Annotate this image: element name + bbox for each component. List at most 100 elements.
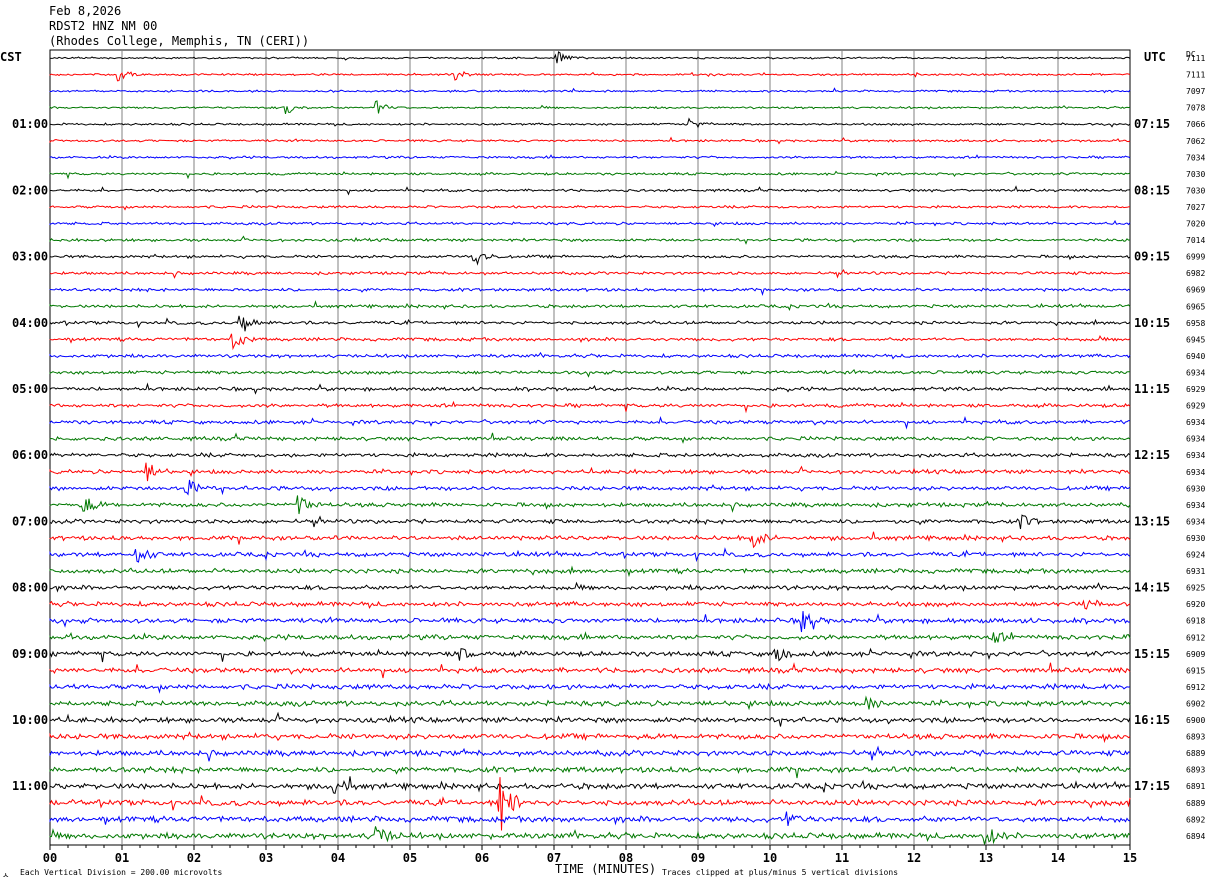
trace-39 [49, 695, 1131, 711]
dc-offset-label: 6924 [1186, 551, 1205, 560]
left-hour-label: 06:00 [12, 448, 48, 462]
x-tick-label: 15 [1123, 851, 1137, 865]
header-location: (Rhodes College, Memphis, TN (CERI)) [49, 34, 310, 48]
x-tick-label: 14 [1051, 851, 1065, 865]
trace-46 [49, 811, 1131, 826]
trace-35 [49, 631, 1131, 643]
right-hour-label: 08:15 [1134, 183, 1170, 197]
dc-offset-label: 7014 [1186, 236, 1205, 245]
trace-12 [49, 253, 1131, 266]
scale-note: Each Vertical Division = 200.00 microvol… [20, 868, 223, 877]
left-hour-label: 03:00 [12, 250, 48, 264]
trace-33 [49, 599, 1131, 610]
trace-36 [49, 647, 1131, 663]
trace-38 [49, 682, 1131, 694]
right-hour-label: 16:15 [1134, 713, 1170, 727]
left-hour-label: 08:00 [12, 581, 48, 595]
x-axis-title: TIME (MINUTES) [555, 862, 657, 876]
trace-3 [49, 100, 1131, 115]
x-tick-label: 12 [907, 851, 921, 865]
left-hour-label: 11:00 [12, 779, 48, 793]
trace-40 [49, 711, 1131, 727]
dc-offset-label: 6915 [1186, 666, 1205, 675]
dc-offset-label: 6934 [1186, 501, 1205, 510]
dc-offset-label: 6958 [1186, 319, 1205, 328]
dc-offset-label: 6889 [1186, 749, 1205, 758]
dc-offset-label: 7034 [1186, 153, 1205, 162]
dc-offset-label: 6940 [1186, 352, 1205, 361]
dc-offset-label: 6909 [1186, 650, 1205, 659]
trace-47 [49, 826, 1131, 845]
trace-7 [49, 170, 1131, 180]
trace-9 [49, 204, 1131, 211]
right-hour-label: 09:15 [1134, 250, 1170, 264]
trace-30 [49, 547, 1131, 563]
trace-28 [49, 514, 1131, 530]
dc-offset-label: 6929 [1186, 402, 1205, 411]
x-tick-label: 06 [475, 851, 489, 865]
clip-note: Traces clipped at plus/minus 5 vertical … [662, 868, 899, 877]
trace-22 [49, 415, 1131, 430]
plot-frame [49, 49, 1131, 846]
right-timezone-label: UTC [1144, 50, 1166, 64]
dc-offset-label: 6892 [1186, 815, 1205, 824]
trace-19 [49, 369, 1130, 378]
left-timezone-label: CST [0, 50, 22, 64]
right-hour-label: 07:15 [1134, 117, 1170, 131]
trace-8 [49, 185, 1131, 196]
dc-offset-label: 6934 [1186, 435, 1205, 444]
trace-23 [49, 432, 1131, 444]
dc-offset-label: 6934 [1186, 517, 1205, 526]
right-hour-label: 12:15 [1134, 448, 1170, 462]
dc-label: DC [1186, 50, 1196, 59]
x-tick-label: 04 [331, 851, 345, 865]
trace-44 [49, 776, 1131, 794]
x-tick-label: 07 [547, 851, 561, 865]
trace-18 [49, 351, 1131, 360]
x-tick-label: 10 [763, 851, 777, 865]
trace-34 [49, 611, 1131, 633]
right-hour-label: 13:15 [1134, 514, 1170, 528]
trace-27 [49, 495, 1131, 515]
dc-offset-label: 6900 [1186, 716, 1205, 725]
dc-offset-label: 6929 [1186, 385, 1205, 394]
trace-13 [49, 268, 1131, 279]
trace-21 [49, 400, 1131, 414]
dc-offset-label: 6912 [1186, 633, 1205, 642]
x-tick-label: 11 [835, 851, 849, 865]
trace-26 [49, 479, 1131, 496]
dc-offset-label: 6925 [1186, 584, 1205, 593]
right-hour-label: 15:15 [1134, 647, 1170, 661]
trace-37 [49, 662, 1131, 679]
right-hour-label: 17:15 [1134, 779, 1170, 793]
left-hour-label: 04:00 [12, 316, 48, 330]
x-tick-label: 13 [979, 851, 993, 865]
trace-43 [49, 765, 1131, 779]
dc-offset-label: 6891 [1186, 782, 1205, 791]
dc-offset-label: 6930 [1186, 484, 1205, 493]
dc-offset-label: 7020 [1186, 220, 1205, 229]
trace-25 [49, 462, 1131, 482]
trace-20 [49, 382, 1131, 395]
trace-11 [49, 235, 1131, 245]
dc-offset-label: 6893 [1186, 733, 1205, 742]
trace-32 [49, 581, 1131, 593]
x-tick-label: 02 [187, 851, 201, 865]
trace-42 [49, 745, 1131, 762]
corner-mark: ㅅ [2, 871, 10, 880]
dc-offset-label: 6934 [1186, 468, 1205, 477]
left-hour-label: 05:00 [12, 382, 48, 396]
dc-offset-label: 6982 [1186, 269, 1205, 278]
trace-41 [49, 731, 1131, 744]
dc-offset-label: 6930 [1186, 534, 1205, 543]
trace-15 [49, 300, 1131, 311]
right-hour-label: 11:15 [1134, 382, 1170, 396]
dc-offset-label: 7027 [1186, 203, 1205, 212]
right-hour-label: 10:15 [1134, 316, 1170, 330]
trace-6 [49, 154, 1131, 160]
x-tick-label: 09 [691, 851, 705, 865]
dc-offset-label: 6920 [1186, 600, 1205, 609]
dc-offset-label: 7111 [1186, 54, 1205, 63]
trace-5 [49, 136, 1131, 145]
